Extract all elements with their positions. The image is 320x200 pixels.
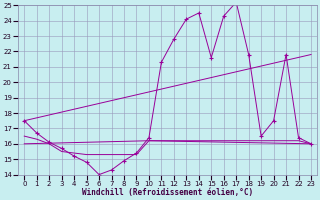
X-axis label: Windchill (Refroidissement éolien,°C): Windchill (Refroidissement éolien,°C): [82, 188, 253, 197]
